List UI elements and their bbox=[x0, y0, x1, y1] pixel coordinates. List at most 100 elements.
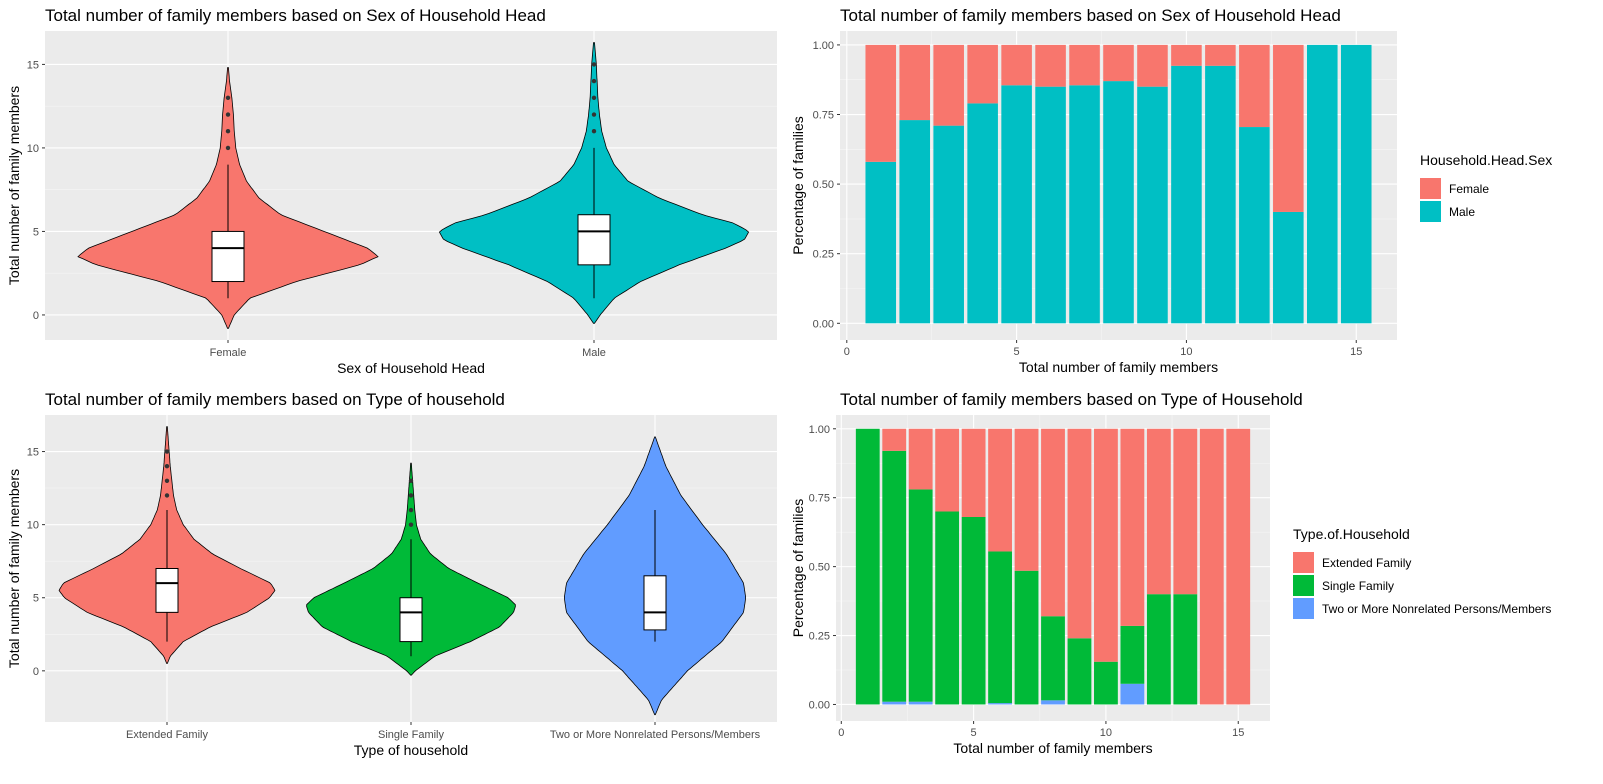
x-tick-label: 0 bbox=[838, 727, 844, 739]
box-outlier-point bbox=[164, 478, 170, 483]
x-tick-label: Female bbox=[210, 347, 247, 359]
box-outlier-point bbox=[408, 493, 414, 498]
chart-title: Total number of family members based on … bbox=[45, 6, 546, 25]
box-outlier-point bbox=[225, 145, 231, 151]
box-outlier-point bbox=[164, 449, 170, 454]
bar-segment bbox=[1041, 616, 1065, 701]
bar-segment bbox=[1137, 44, 1168, 87]
bar-segment bbox=[1069, 85, 1100, 324]
bar-segment bbox=[908, 701, 933, 705]
bar-segment bbox=[899, 120, 931, 324]
bar-segment bbox=[908, 428, 933, 490]
x-tick-label: Single Family bbox=[378, 729, 445, 741]
bar-segment bbox=[1273, 211, 1304, 324]
box-iqr bbox=[155, 568, 179, 613]
bar-segment bbox=[1014, 428, 1039, 571]
y-tick-label: 15 bbox=[27, 59, 39, 71]
bar-segment bbox=[1340, 44, 1372, 324]
x-tick-label: 15 bbox=[1232, 727, 1244, 739]
legend-label: Female bbox=[1449, 182, 1489, 196]
y-tick-label: 0.25 bbox=[809, 631, 830, 643]
y-tick-label: 0 bbox=[33, 310, 39, 322]
y-axis-title: Total number of family members bbox=[6, 86, 22, 285]
bar-segment bbox=[1120, 625, 1145, 684]
bar-segment bbox=[988, 428, 1012, 552]
box-outlier-point bbox=[164, 493, 170, 498]
chart-panel-type-violin: Total number of family members based on … bbox=[0, 384, 790, 784]
legend-key bbox=[1293, 552, 1314, 573]
y-tick-label: 1.00 bbox=[813, 40, 834, 52]
bar-segment bbox=[865, 161, 897, 324]
bar-segment bbox=[933, 125, 964, 324]
x-tick-label: Male bbox=[582, 347, 606, 359]
bar-segment bbox=[1041, 700, 1065, 705]
bar-segment bbox=[1103, 81, 1134, 324]
legend-key bbox=[1420, 201, 1441, 222]
y-tick-label: 0.50 bbox=[809, 562, 830, 574]
legend-title: Type.of.Household bbox=[1293, 526, 1410, 542]
y-tick-label: 0.75 bbox=[813, 110, 834, 122]
legend-key bbox=[1293, 575, 1314, 596]
bar-segment bbox=[988, 703, 1012, 705]
y-tick-label: 5 bbox=[33, 226, 39, 238]
legend-key bbox=[1420, 178, 1441, 199]
bar-segment bbox=[1146, 594, 1171, 705]
bar-segment bbox=[855, 428, 880, 705]
y-axis-title: Percentage of families bbox=[790, 116, 806, 255]
x-tick-label: 15 bbox=[1350, 346, 1362, 358]
box-outlier-point bbox=[408, 507, 414, 513]
bar-segment bbox=[1137, 86, 1168, 324]
chart-panel-sex-violin: Total number of family members based on … bbox=[0, 0, 790, 384]
bar-segment bbox=[1273, 44, 1304, 212]
bar-segment bbox=[935, 428, 960, 512]
x-tick-label: 5 bbox=[1014, 346, 1020, 358]
bar-segment bbox=[1205, 44, 1236, 66]
bar-segment bbox=[1239, 44, 1270, 128]
x-tick-label: 5 bbox=[971, 727, 977, 739]
x-tick-label: 0 bbox=[844, 346, 850, 358]
bar-segment bbox=[1306, 44, 1338, 324]
y-axis-title: Total number of family members bbox=[6, 469, 22, 668]
y-tick-label: 10 bbox=[27, 143, 39, 155]
x-tick-label: 10 bbox=[1180, 346, 1192, 358]
bar-segment bbox=[935, 511, 960, 705]
bar-segment bbox=[1035, 86, 1066, 324]
y-tick-label: 15 bbox=[27, 447, 39, 459]
y-tick-label: 5 bbox=[33, 593, 39, 605]
y-tick-label: 0.25 bbox=[813, 249, 834, 261]
bar-segment bbox=[1120, 428, 1145, 626]
x-axis-title: Total number of family members bbox=[953, 740, 1152, 756]
box-outlier-point bbox=[591, 95, 597, 101]
y-tick-label: 0 bbox=[33, 666, 39, 678]
chart-svg: 0 5 10 15 Extended Family Single Family Two or… bbox=[6, 415, 777, 758]
bar-segment bbox=[882, 450, 907, 702]
bar-segment bbox=[1146, 428, 1171, 595]
chart-panel-type-bar: Total number of family members based on … bbox=[790, 384, 1603, 784]
bar-segment bbox=[1069, 44, 1100, 86]
bar-segment bbox=[1173, 594, 1198, 705]
y-axis-title: Percentage of families bbox=[790, 499, 806, 638]
bar-segment bbox=[1226, 428, 1251, 705]
bar-segment bbox=[1171, 65, 1202, 324]
bar-segment bbox=[1035, 44, 1066, 87]
x-axis-title: Type of household bbox=[354, 742, 468, 758]
legend-label: Two or More Nonrelated Persons/Members bbox=[1322, 602, 1551, 616]
chart-svg: 0.00 0.25 0.50 0.75 1.00 0 5 10 15 Total number o… bbox=[790, 31, 1552, 375]
bar-segment bbox=[1094, 428, 1118, 662]
box-outlier-point bbox=[225, 95, 231, 101]
bar-segment bbox=[882, 701, 907, 705]
box-outlier-point bbox=[408, 522, 414, 527]
bar-segment bbox=[933, 44, 964, 126]
chart-title: Total number of family members based on … bbox=[45, 390, 505, 409]
legend-title: Household.Head.Sex bbox=[1420, 152, 1552, 168]
chart-title: Total number of family members based on … bbox=[840, 6, 1341, 25]
bar-segment bbox=[1041, 428, 1065, 617]
y-tick-label: 0.50 bbox=[813, 179, 834, 191]
x-tick-label: Extended Family bbox=[126, 729, 208, 741]
box-outlier-point bbox=[591, 62, 597, 67]
box-iqr bbox=[399, 597, 423, 643]
bar-segment bbox=[1171, 44, 1202, 66]
x-axis-title: Sex of Household Head bbox=[337, 360, 485, 376]
y-tick-label: 1.00 bbox=[809, 424, 830, 436]
legend-label: Male bbox=[1449, 205, 1475, 219]
